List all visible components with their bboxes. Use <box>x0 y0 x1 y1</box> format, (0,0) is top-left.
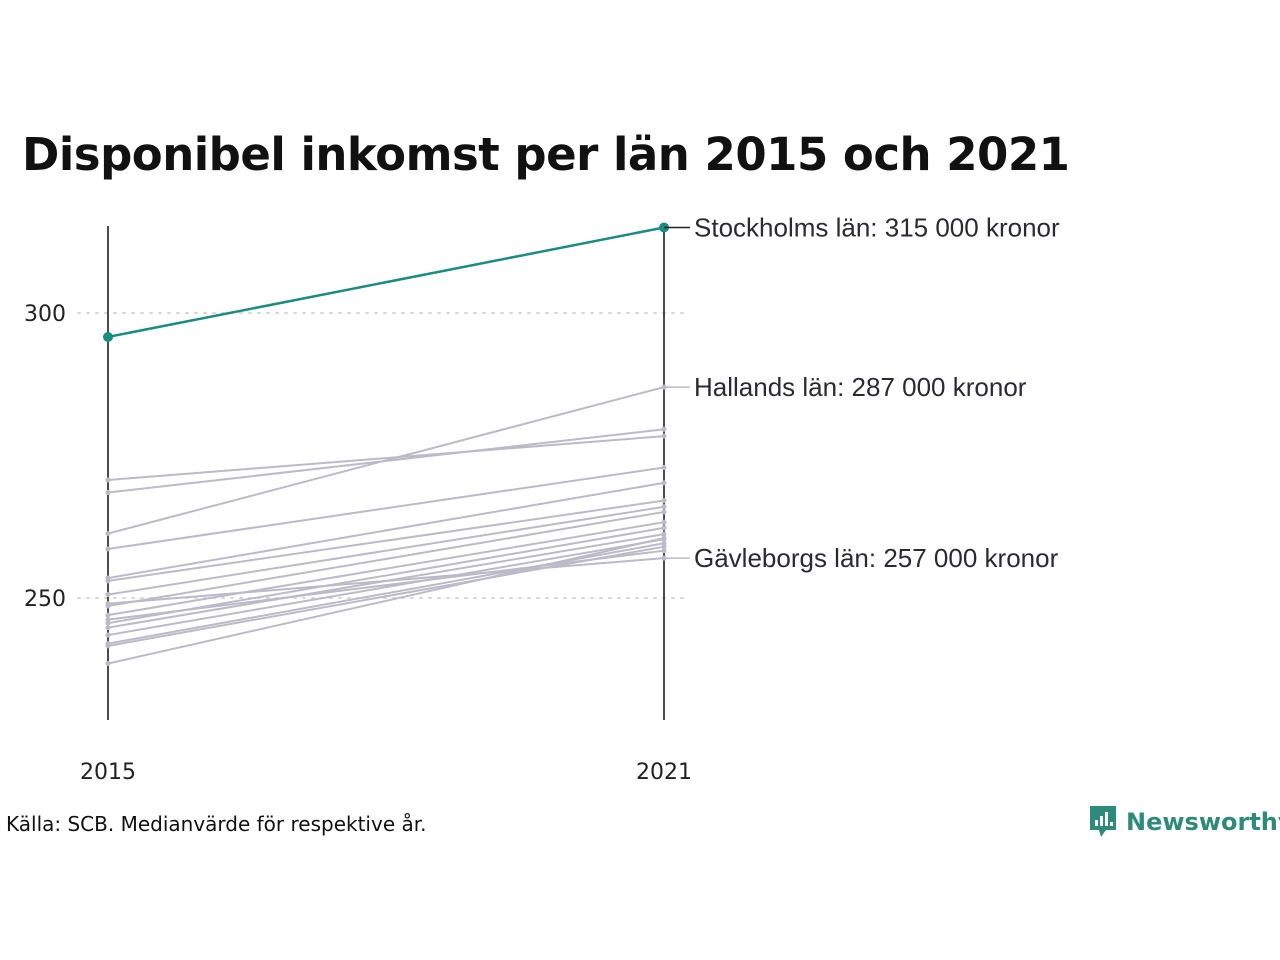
point-2015-län-18 <box>105 617 111 623</box>
point-2021-län-4 <box>661 433 667 439</box>
point-2021-län-16 <box>661 544 667 550</box>
y-tick-label-250: 250 <box>24 587 66 612</box>
point-2021-län-11 <box>661 519 667 525</box>
y-tick-label-300: 300 <box>24 302 66 327</box>
point-2015-län-9 <box>105 592 111 598</box>
point-2021-län-6 <box>661 464 667 470</box>
series-line-län-16 <box>107 545 665 647</box>
point-2015-län-16 <box>105 643 111 649</box>
point-2015-län-4 <box>105 477 111 483</box>
point-2021-län-9 <box>661 504 667 510</box>
point-2015-län-8 <box>105 578 111 584</box>
point-2015-län-14 <box>105 632 111 638</box>
x-tick-label-2015: 2015 <box>80 760 136 785</box>
x-tick-label-2021: 2021 <box>636 760 692 785</box>
series-layer <box>103 222 669 667</box>
point-2015-län-10 <box>105 603 111 609</box>
source-note: Källa: SCB. Medianvärde för respektive å… <box>6 812 427 836</box>
newsworthy-logo-icon <box>1090 806 1116 837</box>
point-2021-län-5 <box>661 426 667 432</box>
series-line-län-5 <box>107 428 665 494</box>
series-line-stockholms-län <box>107 226 665 339</box>
point-2021-län-12 <box>661 525 667 531</box>
point-2021-län-13 <box>661 531 667 537</box>
point-2015-län-17 <box>105 661 111 667</box>
series-line-län-8 <box>107 499 665 582</box>
series-label-stockholms-län: Stockholms län: 315 000 kronor <box>694 213 1060 243</box>
point-2021-län-15 <box>661 540 667 546</box>
point-2021-län-17 <box>661 535 667 541</box>
series-label-gävleborgs-län: Gävleborgs län: 257 000 kronor <box>694 543 1059 573</box>
series-line-län-6 <box>107 466 665 550</box>
point-2015-län-13 <box>105 625 111 631</box>
series-line-län-18 <box>107 549 665 621</box>
point-2015-län-12 <box>105 620 111 626</box>
point-2021-län-10 <box>661 509 667 515</box>
series-line-län-9 <box>107 505 665 596</box>
point-2021-län-8 <box>661 498 667 504</box>
series-line-län-17 <box>107 537 665 665</box>
series-line-län-13 <box>107 533 665 629</box>
series-line-län-10 <box>107 510 665 607</box>
point-2015-hallands-län <box>105 531 111 537</box>
chart-title: Disponibel inkomst per län 2015 och 2021 <box>22 128 1070 181</box>
series-line-län-14 <box>107 538 665 637</box>
series-line-län-11 <box>107 521 665 617</box>
series-label-hallands-län: Hallands län: 287 000 kronor <box>694 372 1027 402</box>
point-2015-län-5 <box>105 490 111 496</box>
point-2021-län-18 <box>661 548 667 554</box>
brand-logo: Newsworthy <box>1088 804 1280 840</box>
point-2015-stockholms-län <box>103 331 113 342</box>
series-line-län-4 <box>107 435 665 482</box>
axis-layer: 250 300 2015 2021 <box>24 226 692 785</box>
series-line-län-7 <box>107 481 665 580</box>
label-layer: Hallands län: 287 000 kronor Gävleborgs l… <box>664 213 1060 573</box>
point-2015-län-6 <box>105 546 111 552</box>
point-2015-län-11 <box>105 612 111 618</box>
brand-name: Newsworthy <box>1126 808 1280 836</box>
point-2021-län-7 <box>661 480 667 486</box>
